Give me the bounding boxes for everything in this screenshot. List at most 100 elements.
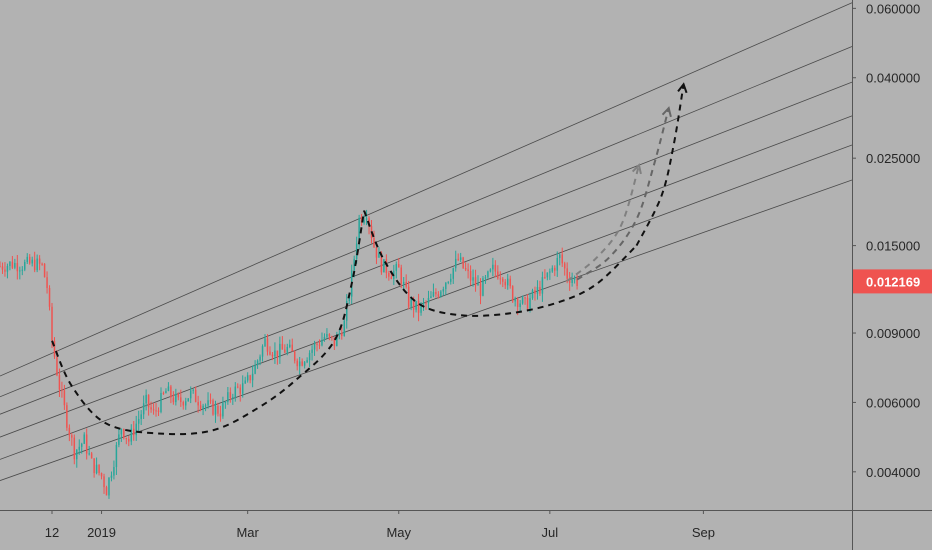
candle-body xyxy=(373,237,375,248)
candle-body xyxy=(276,350,279,358)
candle-body xyxy=(286,346,289,353)
candle-body xyxy=(108,477,110,496)
candle-body xyxy=(450,278,452,282)
candle-body xyxy=(46,277,48,289)
candle-body xyxy=(120,429,123,435)
candle-body xyxy=(425,302,427,304)
candle-body xyxy=(207,400,209,406)
candle-body xyxy=(417,300,420,313)
candle-body xyxy=(383,259,385,273)
candle-body xyxy=(457,258,459,260)
candle-body xyxy=(432,292,435,297)
candle-body xyxy=(442,289,445,292)
candle-body xyxy=(469,270,472,281)
candle-body xyxy=(26,256,28,263)
candle-body xyxy=(1,266,4,270)
candle-body xyxy=(232,397,234,399)
candle-body xyxy=(563,263,566,269)
y-tick-label: 0.015000 xyxy=(866,239,920,254)
candle-body xyxy=(103,476,105,488)
candle-body xyxy=(526,297,529,309)
candle-body xyxy=(499,278,502,280)
candle-body xyxy=(482,278,484,296)
y-tick-label: 0.006000 xyxy=(866,395,920,410)
candle-body xyxy=(157,410,160,412)
candle-body xyxy=(464,267,467,270)
candle-body xyxy=(11,261,14,268)
candle-body xyxy=(502,278,504,282)
candle-body xyxy=(167,386,170,391)
candle-body xyxy=(105,487,108,496)
candle-body xyxy=(24,262,26,270)
channel-lines xyxy=(0,2,853,481)
candles xyxy=(0,209,578,499)
candle-body xyxy=(321,339,323,346)
channel-line xyxy=(0,2,853,377)
candle-body xyxy=(189,390,192,399)
candle-body xyxy=(316,343,318,345)
candle-body xyxy=(256,360,259,365)
candle-body xyxy=(410,299,412,307)
channel-line xyxy=(0,81,853,415)
candle-body xyxy=(199,405,202,409)
candle-body xyxy=(214,405,217,415)
candle-body xyxy=(506,278,509,286)
x-tick-label: Sep xyxy=(692,525,715,540)
candle-body xyxy=(509,278,511,287)
candle-body xyxy=(402,281,405,284)
candle-body xyxy=(160,392,162,412)
candle-body xyxy=(43,263,46,278)
candle-body xyxy=(447,281,450,283)
candle-body xyxy=(222,402,224,417)
candle-body xyxy=(529,298,531,309)
candle-body xyxy=(175,393,177,403)
candle-body xyxy=(125,437,128,440)
candle-body xyxy=(4,269,6,272)
candle-body xyxy=(398,264,400,268)
candle-body xyxy=(51,306,53,341)
candle-body xyxy=(551,267,554,272)
candle-body xyxy=(546,272,549,278)
candle-body xyxy=(128,439,130,442)
candle-body xyxy=(133,428,135,436)
candle-body xyxy=(123,429,125,438)
candle-body xyxy=(177,393,180,398)
candle-body xyxy=(172,397,175,403)
last-price-tag xyxy=(853,269,932,294)
candle-body xyxy=(422,302,425,304)
candle-body xyxy=(83,434,85,444)
candle-body xyxy=(291,344,293,352)
candle-body xyxy=(14,263,16,268)
candle-body xyxy=(298,361,301,367)
candle-body xyxy=(296,360,298,367)
candle-body xyxy=(98,464,100,474)
candle-body xyxy=(472,277,474,281)
candle-body xyxy=(142,403,145,415)
trend-curve xyxy=(363,210,638,317)
candle-body xyxy=(244,380,246,384)
candle-body xyxy=(494,264,497,272)
candle-body xyxy=(241,383,244,394)
candle-body xyxy=(474,277,477,286)
candle-body xyxy=(48,288,51,307)
channel-line xyxy=(0,179,853,481)
candle-body xyxy=(71,435,73,438)
candle-body xyxy=(180,397,182,403)
candle-body xyxy=(100,473,103,477)
candle-body xyxy=(531,290,534,299)
candle-body xyxy=(209,400,212,402)
candle-body xyxy=(95,464,98,474)
candle-body xyxy=(237,386,239,388)
candle-body xyxy=(289,344,291,347)
candle-body xyxy=(566,268,568,279)
candle-body xyxy=(459,257,462,260)
candle-body xyxy=(380,252,383,273)
candle-body xyxy=(63,390,66,406)
candle-body xyxy=(192,389,194,391)
candle-body xyxy=(331,336,333,338)
candle-body xyxy=(338,333,341,335)
candle-body xyxy=(78,446,80,450)
candle-body xyxy=(353,258,355,271)
